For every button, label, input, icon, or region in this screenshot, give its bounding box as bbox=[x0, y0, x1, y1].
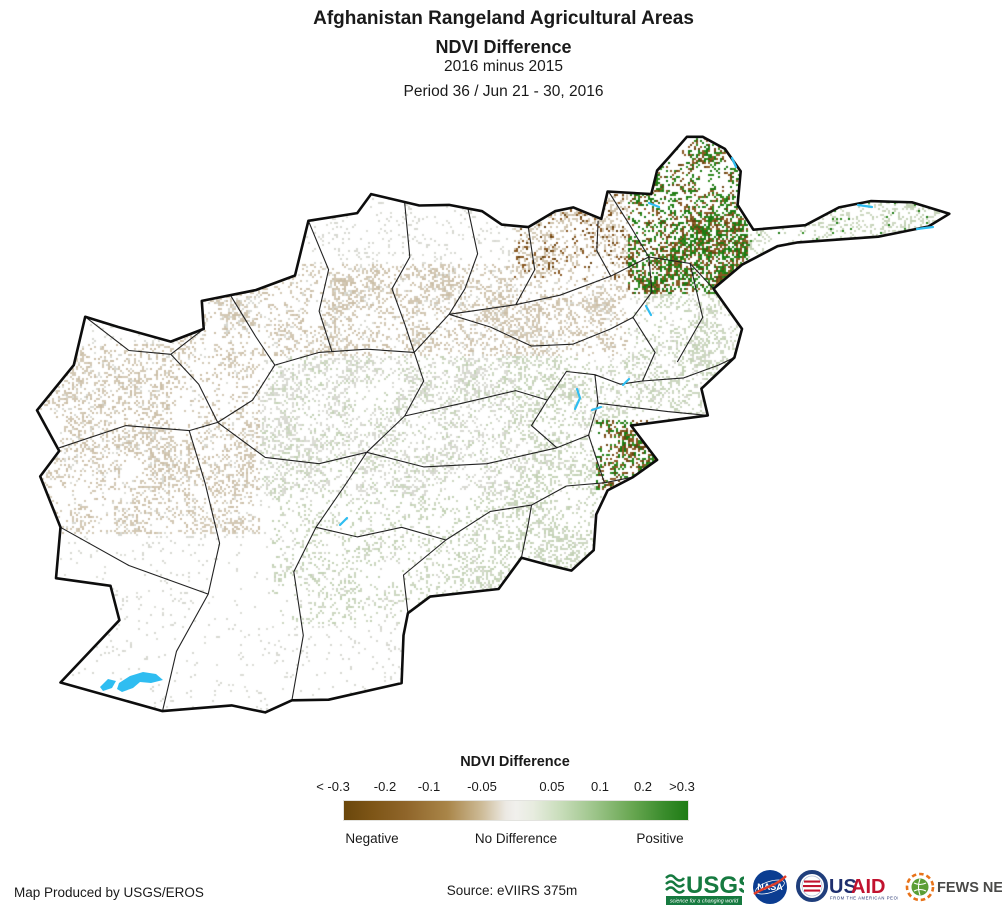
usaid-tagline: FROM THE AMERICAN PEOPLE bbox=[830, 896, 898, 901]
legend-tick: 0.05 bbox=[539, 779, 565, 794]
legend-tick: 0.2 bbox=[633, 779, 653, 794]
usgs-logo-icon: USGS science for a changing world bbox=[665, 872, 744, 905]
nasa-logo-icon: NASA bbox=[753, 870, 787, 904]
usaid-logo-icon: US AID FROM THE AMERICAN PEOPLE bbox=[796, 870, 898, 902]
river-water bbox=[856, 203, 874, 209]
data-source: Source: eVIIRS 375m bbox=[446, 883, 578, 898]
legend-tick: -0.2 bbox=[373, 779, 397, 794]
usgs-tagline: science for a changing world bbox=[670, 899, 739, 905]
province-boundaries bbox=[59, 191, 735, 712]
legend-tick: -0.1 bbox=[417, 779, 441, 794]
legend-tick: -0.05 bbox=[467, 779, 497, 794]
legend-tick: < -0.3 bbox=[316, 779, 350, 794]
usgs-logo-text: USGS bbox=[686, 872, 744, 899]
river-water bbox=[590, 405, 603, 412]
usaid-logo-text-us: US bbox=[829, 876, 857, 898]
agency-logos: USGS science for a changing world NASA U… bbox=[664, 864, 1002, 910]
river-water bbox=[621, 377, 631, 387]
country-boundary bbox=[35, 135, 951, 714]
map-credit: Map Produced by USGS/EROS bbox=[14, 885, 204, 900]
page-title: Afghanistan Rangeland Agricultural Areas bbox=[313, 8, 694, 29]
fewsnet-logo-text: FEWS NET bbox=[937, 880, 1002, 896]
legend-label-nodifference: No Difference bbox=[474, 831, 558, 846]
legend-title: NDVI Difference bbox=[460, 754, 570, 770]
legend-label-positive: Positive bbox=[636, 831, 684, 846]
river-water bbox=[730, 156, 738, 169]
legend-label-negative: Negative bbox=[345, 831, 399, 846]
lake-water bbox=[117, 672, 163, 692]
river-water bbox=[338, 516, 349, 527]
river-water bbox=[644, 304, 653, 317]
legend-tick: >0.3 bbox=[669, 779, 695, 794]
river-water bbox=[573, 387, 582, 411]
fewsnet-logo-icon: FEWS NET bbox=[905, 872, 1002, 902]
legend-gradient-bar bbox=[343, 800, 689, 821]
river-water bbox=[915, 225, 935, 231]
period-label: Period 36 / Jun 21 - 30, 2016 bbox=[403, 83, 604, 100]
legend-tick: 0.1 bbox=[590, 779, 610, 794]
usaid-logo-text-aid: AID bbox=[851, 876, 885, 898]
comparison-label: 2016 minus 2015 bbox=[444, 58, 563, 75]
lake-water bbox=[100, 679, 116, 691]
page-subtitle: NDVI Difference bbox=[435, 37, 572, 57]
river-water bbox=[647, 201, 661, 209]
